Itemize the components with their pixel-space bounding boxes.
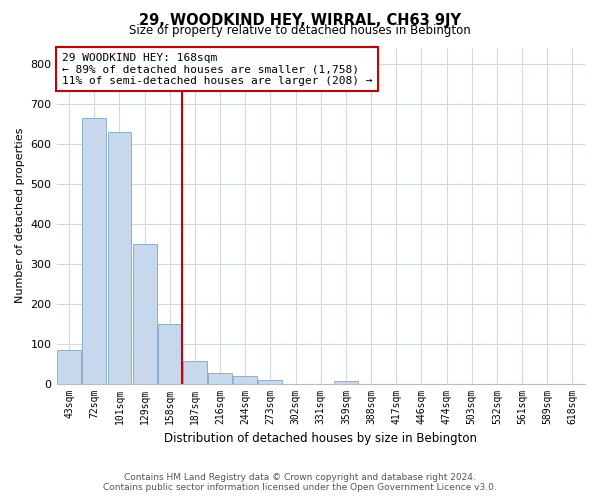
- Text: 29 WOODKIND HEY: 168sqm
← 89% of detached houses are smaller (1,758)
11% of semi: 29 WOODKIND HEY: 168sqm ← 89% of detache…: [62, 52, 373, 86]
- Bar: [233, 376, 257, 384]
- Bar: [82, 118, 106, 384]
- Bar: [158, 324, 182, 384]
- X-axis label: Distribution of detached houses by size in Bebington: Distribution of detached houses by size …: [164, 432, 477, 445]
- Y-axis label: Number of detached properties: Number of detached properties: [15, 128, 25, 303]
- Bar: [259, 380, 283, 384]
- Text: Contains HM Land Registry data © Crown copyright and database right 2024.
Contai: Contains HM Land Registry data © Crown c…: [103, 473, 497, 492]
- Bar: [208, 373, 232, 384]
- Text: 29, WOODKIND HEY, WIRRAL, CH63 9JY: 29, WOODKIND HEY, WIRRAL, CH63 9JY: [139, 12, 461, 28]
- Bar: [133, 244, 157, 384]
- Bar: [57, 350, 81, 384]
- Bar: [334, 381, 358, 384]
- Bar: [107, 132, 131, 384]
- Text: Size of property relative to detached houses in Bebington: Size of property relative to detached ho…: [129, 24, 471, 37]
- Bar: [183, 361, 207, 384]
